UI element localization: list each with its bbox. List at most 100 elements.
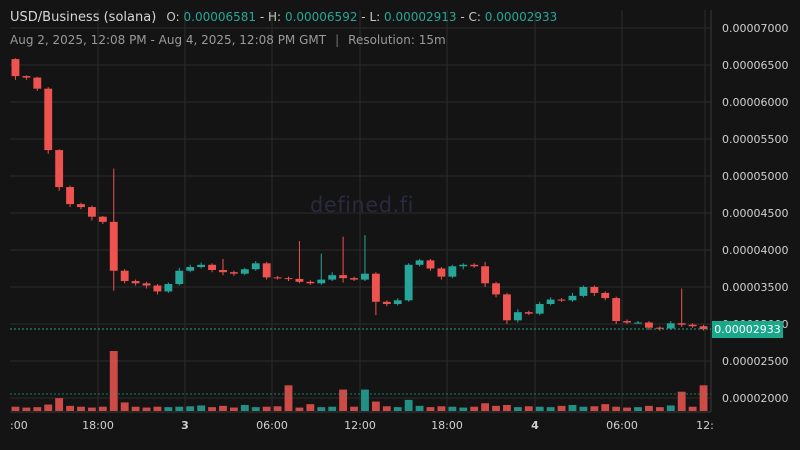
- time-tick-label: 4: [531, 419, 539, 432]
- volume-bar: [208, 407, 216, 411]
- volume-bar: [87, 407, 96, 411]
- volume-bar: [153, 406, 162, 411]
- candle-body: [131, 281, 140, 284]
- volume-bar: [481, 403, 490, 411]
- time-tick-label: 06:00: [606, 419, 638, 432]
- candle-body: [317, 279, 326, 284]
- candle-body: [251, 263, 260, 270]
- candle-body: [87, 207, 96, 217]
- volume-bar: [579, 406, 588, 411]
- candle-body: [33, 77, 42, 89]
- volume-bar: [229, 407, 238, 411]
- candle-body: [634, 322, 642, 324]
- volume-bar: [503, 405, 511, 411]
- candle-body: [535, 304, 544, 314]
- candle-body: [492, 283, 500, 295]
- volume-bar: [415, 405, 424, 411]
- current-price-line: [10, 328, 711, 395]
- close-value: 0.00002933: [484, 10, 558, 24]
- volume-bar: [44, 404, 53, 411]
- volume-bar: [688, 406, 697, 411]
- candle-body: [470, 264, 479, 267]
- volume-bar: [251, 407, 260, 411]
- volume-bar: [120, 402, 129, 411]
- candle-body: [109, 221, 118, 271]
- candle-body: [98, 216, 107, 222]
- candle-body: [186, 267, 195, 271]
- volume-bar: [448, 406, 457, 411]
- time-axis[interactable]: :00 18:00 3 06:00 12:00 18:00 4 06:00 12:: [10, 419, 714, 432]
- candle-body: [666, 323, 675, 329]
- price-tick-label: 0.00004000: [722, 244, 788, 257]
- volume-bar: [306, 404, 315, 411]
- volume-bar: [623, 407, 632, 411]
- watermark: defined.fi: [310, 193, 414, 217]
- candle-body: [120, 270, 129, 282]
- volume-bar: [77, 406, 85, 411]
- volume-bar: [644, 405, 653, 411]
- candle-body: [382, 301, 391, 305]
- candle-body: [142, 283, 151, 286]
- price-tick-label: 0.00004500: [722, 207, 788, 220]
- volume-bar: [666, 405, 675, 411]
- candle-body: [546, 299, 555, 305]
- volume-bar: [317, 407, 326, 411]
- volume-bar: [546, 407, 555, 411]
- volume-bar: [524, 406, 533, 411]
- candle-body: [459, 264, 468, 267]
- time-tick-label: :00: [10, 419, 28, 432]
- volume-bar: [273, 406, 282, 411]
- volume-bar: [284, 385, 293, 411]
- candle-body: [240, 269, 249, 274]
- time-tick-label: 12:: [696, 419, 714, 432]
- price-tick-label: 0.00002500: [722, 355, 788, 368]
- candle-body: [393, 300, 402, 305]
- price-tick-label: 0.00005500: [722, 133, 788, 146]
- candle-body: [77, 204, 85, 208]
- resolution-label: Resolution: 15m: [348, 33, 446, 47]
- volume-bar: [459, 407, 468, 411]
- volume-bar: [262, 406, 271, 411]
- open-value: 0.00006581: [183, 10, 257, 24]
- candle-body: [426, 260, 435, 269]
- volume-bar: [328, 406, 337, 411]
- candle-body: [623, 321, 632, 323]
- candle-body: [175, 270, 184, 285]
- candle-body: [306, 281, 315, 284]
- volume-bars: [11, 351, 708, 411]
- candle-body: [153, 285, 162, 292]
- volume-bar: [371, 401, 380, 411]
- candle-body: [55, 150, 64, 188]
- volume-bar: [55, 398, 64, 411]
- volume-bar: [601, 404, 610, 411]
- candle-body: [612, 298, 621, 322]
- volume-bar: [98, 406, 107, 411]
- volume-bar: [426, 407, 435, 411]
- volume-bar: [142, 407, 151, 411]
- volume-bar: [186, 406, 195, 411]
- candle-body: [197, 264, 206, 268]
- candle-body: [503, 294, 511, 321]
- candle-body: [219, 269, 227, 273]
- price-axis[interactable]: 0.00007000 0.00006500 0.00006000 0.00005500…: [722, 22, 788, 405]
- chart-subheader: Aug 2, 2025, 12:08 PM - Aug 4, 2025, 12:…: [10, 33, 446, 47]
- candle-body: [437, 268, 446, 277]
- volume-bar: [437, 406, 446, 411]
- candle-body: [11, 59, 20, 77]
- pair-title: USD/Business (solana): [10, 10, 157, 25]
- candle-body: [655, 327, 664, 329]
- price-tick-label: 0.00002000: [722, 392, 788, 405]
- candle-body: [513, 312, 522, 321]
- volume-bar: [197, 405, 206, 411]
- candle-body: [415, 260, 424, 265]
- volume-bar: [513, 407, 522, 411]
- volume-bar: [470, 406, 479, 411]
- price-tick-label: 0.00006000: [722, 96, 788, 109]
- candle-body: [699, 326, 708, 330]
- candle-body: [273, 277, 282, 279]
- candlesticks: [11, 58, 708, 331]
- time-tick-label: 12:00: [344, 419, 376, 432]
- candle-body: [677, 323, 686, 325]
- candle-body: [481, 266, 490, 284]
